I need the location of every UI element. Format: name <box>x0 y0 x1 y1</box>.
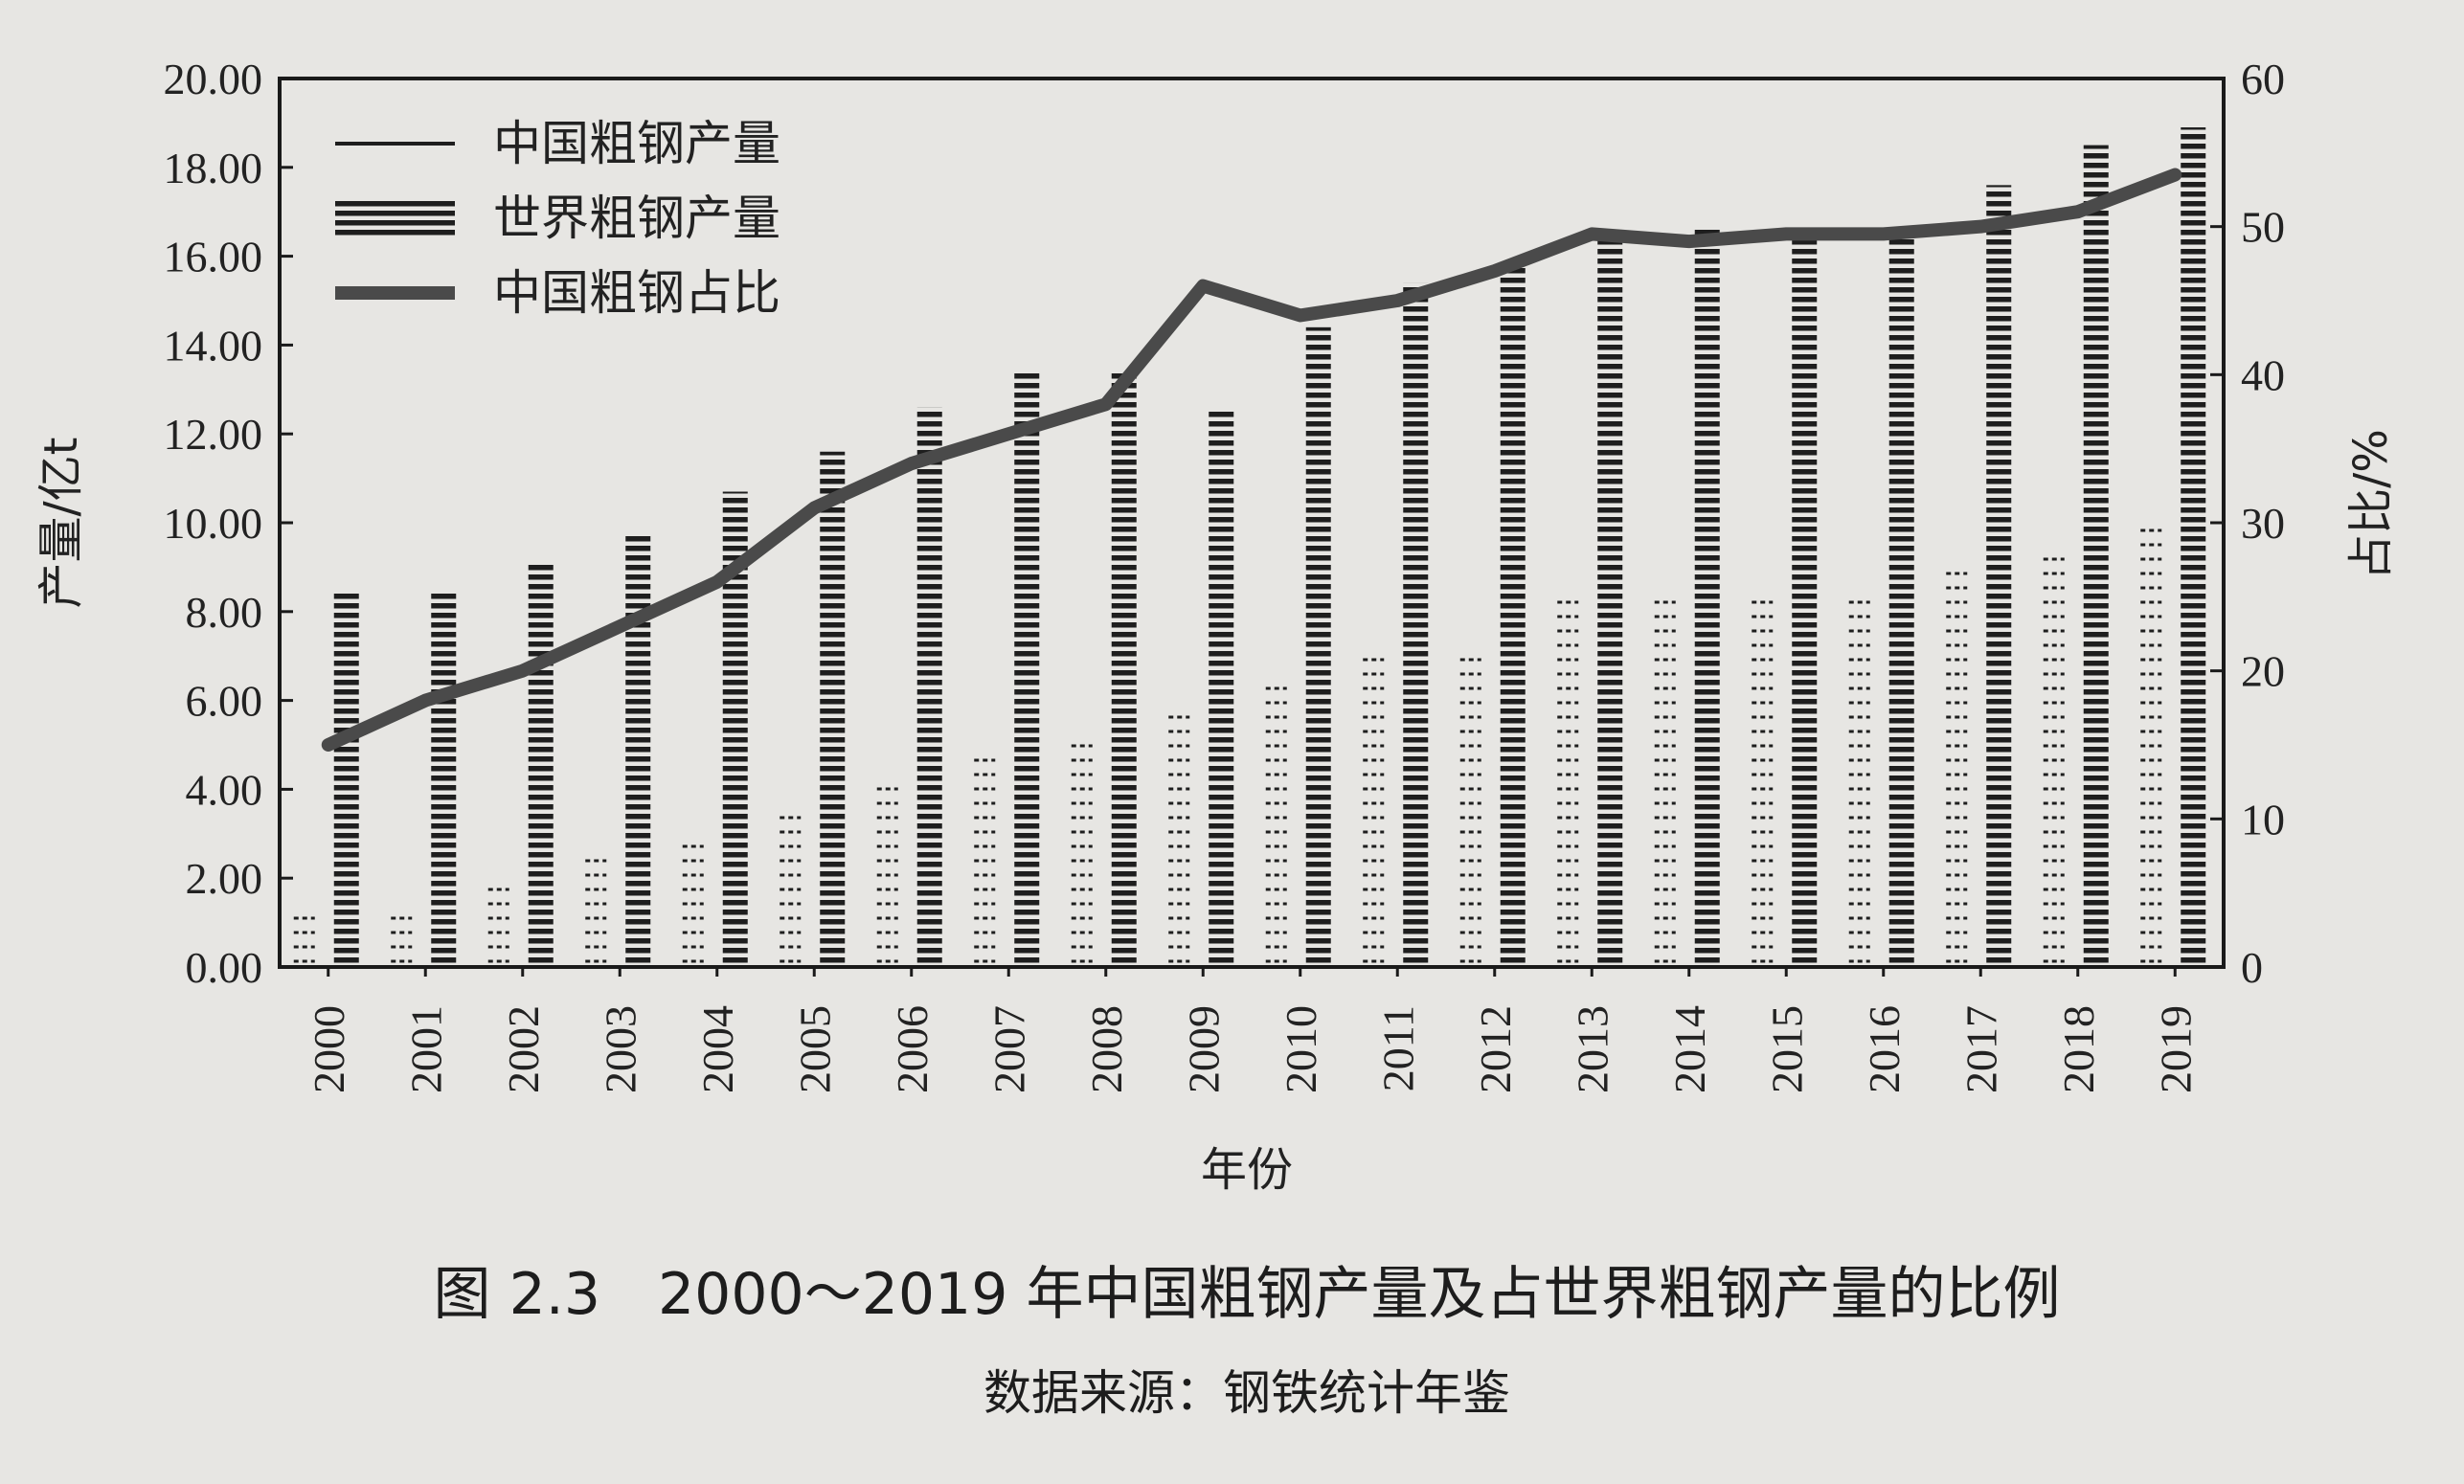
world-bars-group <box>333 127 2206 966</box>
y-left-tick-label: 6.00 <box>186 677 263 726</box>
legend: 中国粗钢产量 世界粗钢产量 中国粗钢占比 <box>335 116 780 321</box>
y-left-tick-label: 14.00 <box>164 321 263 370</box>
y-left-tick-label: 16.00 <box>164 233 263 281</box>
bar-world-2003 <box>625 535 651 965</box>
x-tick-label: 2015 <box>1762 1005 1811 1093</box>
bar-china-2019 <box>2140 528 2162 963</box>
y-left-tick-label: 2.00 <box>186 854 263 903</box>
x-tick-label: 2009 <box>1179 1005 1228 1093</box>
figure-caption: 图 2.3 2000～2019 年中国粗钢产量及占世界粗钢产量的比例 <box>434 1261 2061 1328</box>
bar-world-2011 <box>1403 282 1429 965</box>
bar-china-2006 <box>876 787 898 963</box>
bar-world-2008 <box>1111 371 1137 965</box>
bar-world-2015 <box>1792 234 1818 965</box>
bar-world-2006 <box>916 407 942 965</box>
x-tick-label: 2018 <box>2054 1005 2103 1093</box>
y-right-tick-labels: 0 10 20 30 40 50 60 <box>2210 55 2285 992</box>
y-left-tick-labels: 0.00 2.00 4.00 6.00 8.00 10.00 12.00 14.00 16.00… <box>164 55 293 992</box>
y-right-tick-label: 30 <box>2241 499 2285 548</box>
x-tick-label: 2006 <box>888 1005 937 1093</box>
bar-world-2009 <box>1209 412 1234 965</box>
bar-world-2013 <box>1597 229 1623 965</box>
bar-china-2002 <box>487 888 509 963</box>
y-left-tick-label: 8.00 <box>186 588 263 637</box>
bar-china-2005 <box>780 816 802 963</box>
bar-china-2017 <box>1946 572 1968 963</box>
bar-china-2011 <box>1363 658 1385 963</box>
x-tick-label: 2013 <box>1568 1005 1616 1093</box>
bar-china-2013 <box>1557 600 1579 963</box>
bar-world-2016 <box>1888 229 1914 965</box>
bar-world-2000 <box>333 589 359 965</box>
bar-china-2004 <box>682 844 704 963</box>
x-tick-label: 2012 <box>1471 1005 1520 1093</box>
y-left-tick-label: 10.00 <box>164 499 263 548</box>
bar-world-2005 <box>820 451 846 965</box>
bar-china-2018 <box>2043 557 2065 963</box>
china-bars-group <box>293 528 2162 963</box>
bar-world-2014 <box>1694 229 1720 965</box>
y-right-axis-title: 占比/% <box>2344 429 2398 580</box>
x-tick-label: 2014 <box>1665 1005 1714 1093</box>
data-source-note: 数据来源：钢铁统计年鉴 <box>983 1365 1510 1421</box>
x-tick-label: 2005 <box>790 1005 839 1093</box>
bar-world-2019 <box>2181 127 2206 966</box>
x-tick-label: 2019 <box>2151 1005 2200 1093</box>
x-tick-label: 2004 <box>693 1005 742 1093</box>
y-left-tick-label: 0.00 <box>186 943 263 992</box>
x-tick-label: 2008 <box>1082 1005 1131 1093</box>
bar-china-2001 <box>391 916 413 963</box>
y-left-tick-label: 12.00 <box>164 410 263 459</box>
x-tick-label: 2011 <box>1373 1005 1422 1091</box>
bar-world-2010 <box>1305 326 1331 966</box>
bar-world-2018 <box>2083 145 2109 966</box>
legend-label-china-share: 中国粗钢占比 <box>493 265 780 321</box>
legend-label-china-production: 中国粗钢产量 <box>493 116 780 171</box>
bar-china-2000 <box>293 916 315 963</box>
bar-china-2010 <box>1265 686 1287 963</box>
bar-china-2012 <box>1459 658 1481 963</box>
x-tick-label: 2016 <box>1860 1005 1909 1093</box>
y-right-tick-label: 40 <box>2241 350 2285 399</box>
bar-china-2009 <box>1168 715 1190 963</box>
x-axis-title: 年份 <box>1201 1143 1293 1197</box>
y-right-tick-label: 20 <box>2241 647 2285 696</box>
china-share-line <box>321 168 2182 752</box>
y-left-axis-title: 产量/亿t <box>34 438 88 609</box>
bar-china-2007 <box>974 758 996 963</box>
bar-world-2001 <box>431 589 457 965</box>
legend-swatch-world-production <box>335 199 455 237</box>
x-tick-labels: 2000 2001 2002 2003 2004 2005 2006 2007 2008 2009… <box>305 967 2200 1093</box>
bar-world-2007 <box>1014 371 1040 965</box>
share-line-group <box>321 168 2182 752</box>
bar-world-2002 <box>528 562 554 965</box>
x-tick-label: 2001 <box>401 1005 450 1093</box>
x-tick-label: 2000 <box>305 1005 353 1093</box>
bar-world-2017 <box>1986 185 2012 966</box>
y-right-tick-label: 50 <box>2241 203 2285 252</box>
x-tick-label: 2007 <box>984 1005 1033 1093</box>
bar-china-2008 <box>1071 744 1093 963</box>
bar-china-2003 <box>585 859 607 963</box>
bar-world-2012 <box>1500 264 1526 965</box>
y-right-tick-label: 10 <box>2241 795 2285 843</box>
x-tick-label: 2017 <box>1956 1005 2005 1093</box>
bar-china-2016 <box>1848 600 1870 963</box>
y-right-tick-label: 0 <box>2241 943 2263 992</box>
y-left-tick-label: 18.00 <box>164 144 263 192</box>
y-left-tick-label: 4.00 <box>186 765 263 814</box>
x-tick-label: 2003 <box>596 1005 644 1093</box>
y-left-tick-label: 20.00 <box>164 55 263 103</box>
x-tick-label: 2002 <box>499 1005 548 1093</box>
y-right-tick-label: 60 <box>2241 55 2285 103</box>
legend-label-world-production: 世界粗钢产量 <box>493 191 780 246</box>
bar-china-2015 <box>1752 600 1774 963</box>
bar-china-2014 <box>1654 600 1676 963</box>
x-tick-label: 2010 <box>1277 1005 1325 1093</box>
